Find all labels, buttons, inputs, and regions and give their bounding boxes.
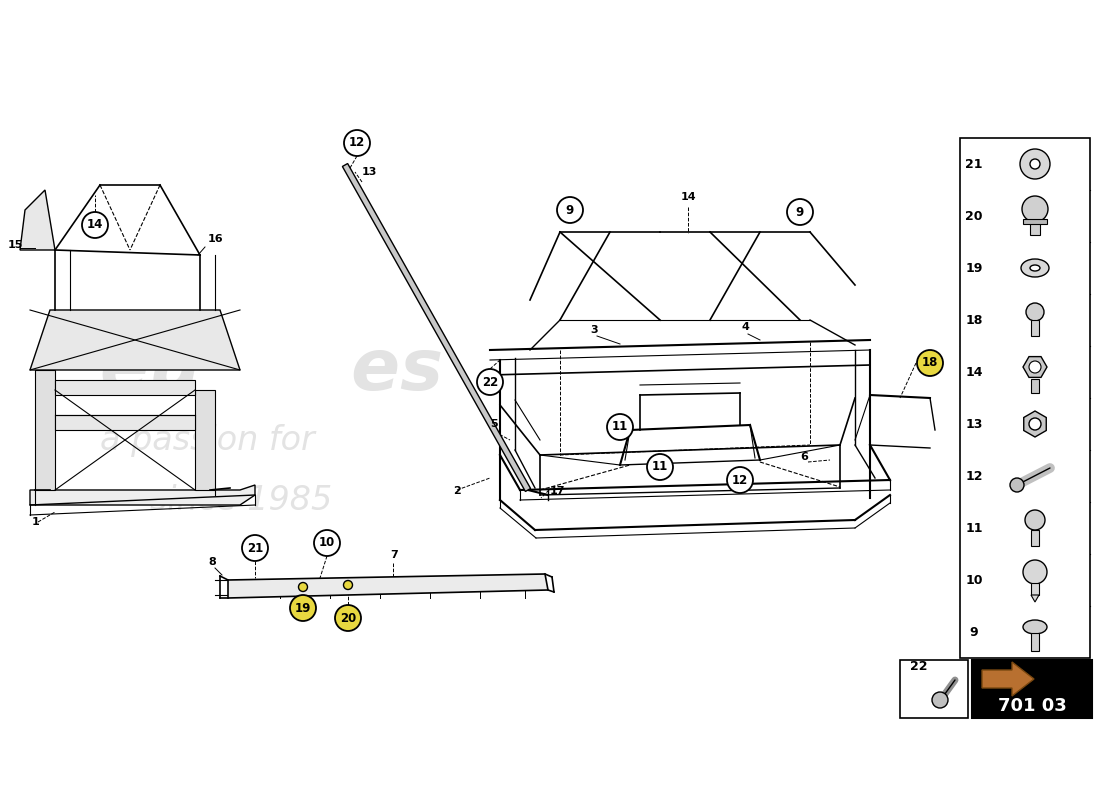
Text: 17: 17 xyxy=(550,486,565,496)
Polygon shape xyxy=(1024,411,1046,437)
Text: 8: 8 xyxy=(208,557,216,567)
Text: 22: 22 xyxy=(482,375,498,389)
Text: 21: 21 xyxy=(246,542,263,554)
Text: 1: 1 xyxy=(32,517,40,527)
Bar xyxy=(1031,530,1040,546)
Polygon shape xyxy=(55,415,195,430)
Circle shape xyxy=(917,350,943,376)
Bar xyxy=(1031,633,1040,651)
Text: 10: 10 xyxy=(966,574,982,586)
Polygon shape xyxy=(342,163,530,491)
Circle shape xyxy=(344,130,370,156)
Bar xyxy=(1031,583,1040,595)
Text: 14: 14 xyxy=(966,366,982,378)
Text: 2: 2 xyxy=(453,486,461,496)
Circle shape xyxy=(336,605,361,631)
Circle shape xyxy=(1030,159,1040,169)
Text: since 1985: since 1985 xyxy=(150,484,332,517)
Polygon shape xyxy=(1031,595,1040,602)
Circle shape xyxy=(1022,196,1048,222)
Polygon shape xyxy=(20,190,55,250)
Circle shape xyxy=(1028,418,1041,430)
Polygon shape xyxy=(1023,357,1047,378)
Text: 11: 11 xyxy=(652,461,668,474)
Circle shape xyxy=(786,199,813,225)
Text: 12: 12 xyxy=(732,474,748,486)
Bar xyxy=(960,138,1090,658)
Text: 5: 5 xyxy=(490,419,497,429)
Circle shape xyxy=(314,530,340,556)
Text: 18: 18 xyxy=(922,357,938,370)
Text: 13: 13 xyxy=(362,167,377,177)
Text: 12: 12 xyxy=(349,137,365,150)
Polygon shape xyxy=(35,370,55,490)
Text: 701 03: 701 03 xyxy=(998,697,1066,715)
Polygon shape xyxy=(228,574,548,598)
Text: 18: 18 xyxy=(966,314,982,326)
Circle shape xyxy=(1026,303,1044,321)
Text: 19: 19 xyxy=(966,262,982,274)
Text: 20: 20 xyxy=(966,210,982,222)
Text: 6: 6 xyxy=(800,452,807,462)
Circle shape xyxy=(932,692,948,708)
Bar xyxy=(1023,219,1047,224)
Circle shape xyxy=(1023,560,1047,584)
Circle shape xyxy=(1028,361,1041,373)
Circle shape xyxy=(1010,478,1024,492)
Text: 16: 16 xyxy=(208,234,223,244)
Text: 11: 11 xyxy=(966,522,982,534)
Bar xyxy=(1031,320,1040,336)
Text: 15: 15 xyxy=(8,240,23,250)
Text: 10: 10 xyxy=(319,537,336,550)
Circle shape xyxy=(298,582,308,591)
Text: 11: 11 xyxy=(612,421,628,434)
Text: 7: 7 xyxy=(390,550,398,560)
Circle shape xyxy=(343,581,352,590)
Text: a passion for: a passion for xyxy=(100,424,315,457)
Circle shape xyxy=(727,467,754,493)
Ellipse shape xyxy=(1030,265,1040,271)
Text: 19: 19 xyxy=(295,602,311,614)
Text: 21: 21 xyxy=(966,158,982,170)
Circle shape xyxy=(290,595,316,621)
Text: 14: 14 xyxy=(680,192,696,202)
Circle shape xyxy=(242,535,268,561)
Ellipse shape xyxy=(1023,620,1047,634)
Text: 9: 9 xyxy=(796,206,804,218)
Text: 4: 4 xyxy=(742,322,750,332)
Text: 14: 14 xyxy=(87,218,103,231)
Circle shape xyxy=(557,197,583,223)
Polygon shape xyxy=(195,390,214,490)
Text: 22: 22 xyxy=(910,660,927,673)
Text: 20: 20 xyxy=(340,611,356,625)
Polygon shape xyxy=(30,310,240,370)
Text: eu      es: eu es xyxy=(100,336,443,405)
Circle shape xyxy=(647,454,673,480)
Text: 12: 12 xyxy=(966,470,982,482)
Ellipse shape xyxy=(1021,259,1049,277)
Bar xyxy=(972,660,1092,718)
Circle shape xyxy=(1025,510,1045,530)
Bar xyxy=(1031,379,1040,393)
Polygon shape xyxy=(982,662,1034,696)
Polygon shape xyxy=(55,380,195,395)
Bar xyxy=(900,660,968,718)
Text: 3: 3 xyxy=(590,325,597,335)
Bar xyxy=(1030,221,1040,235)
Circle shape xyxy=(82,212,108,238)
Polygon shape xyxy=(30,485,255,505)
Text: 9: 9 xyxy=(565,203,574,217)
Text: 9: 9 xyxy=(970,626,978,638)
Circle shape xyxy=(607,414,632,440)
Text: 13: 13 xyxy=(966,418,982,430)
Circle shape xyxy=(477,369,503,395)
Circle shape xyxy=(1020,149,1050,179)
